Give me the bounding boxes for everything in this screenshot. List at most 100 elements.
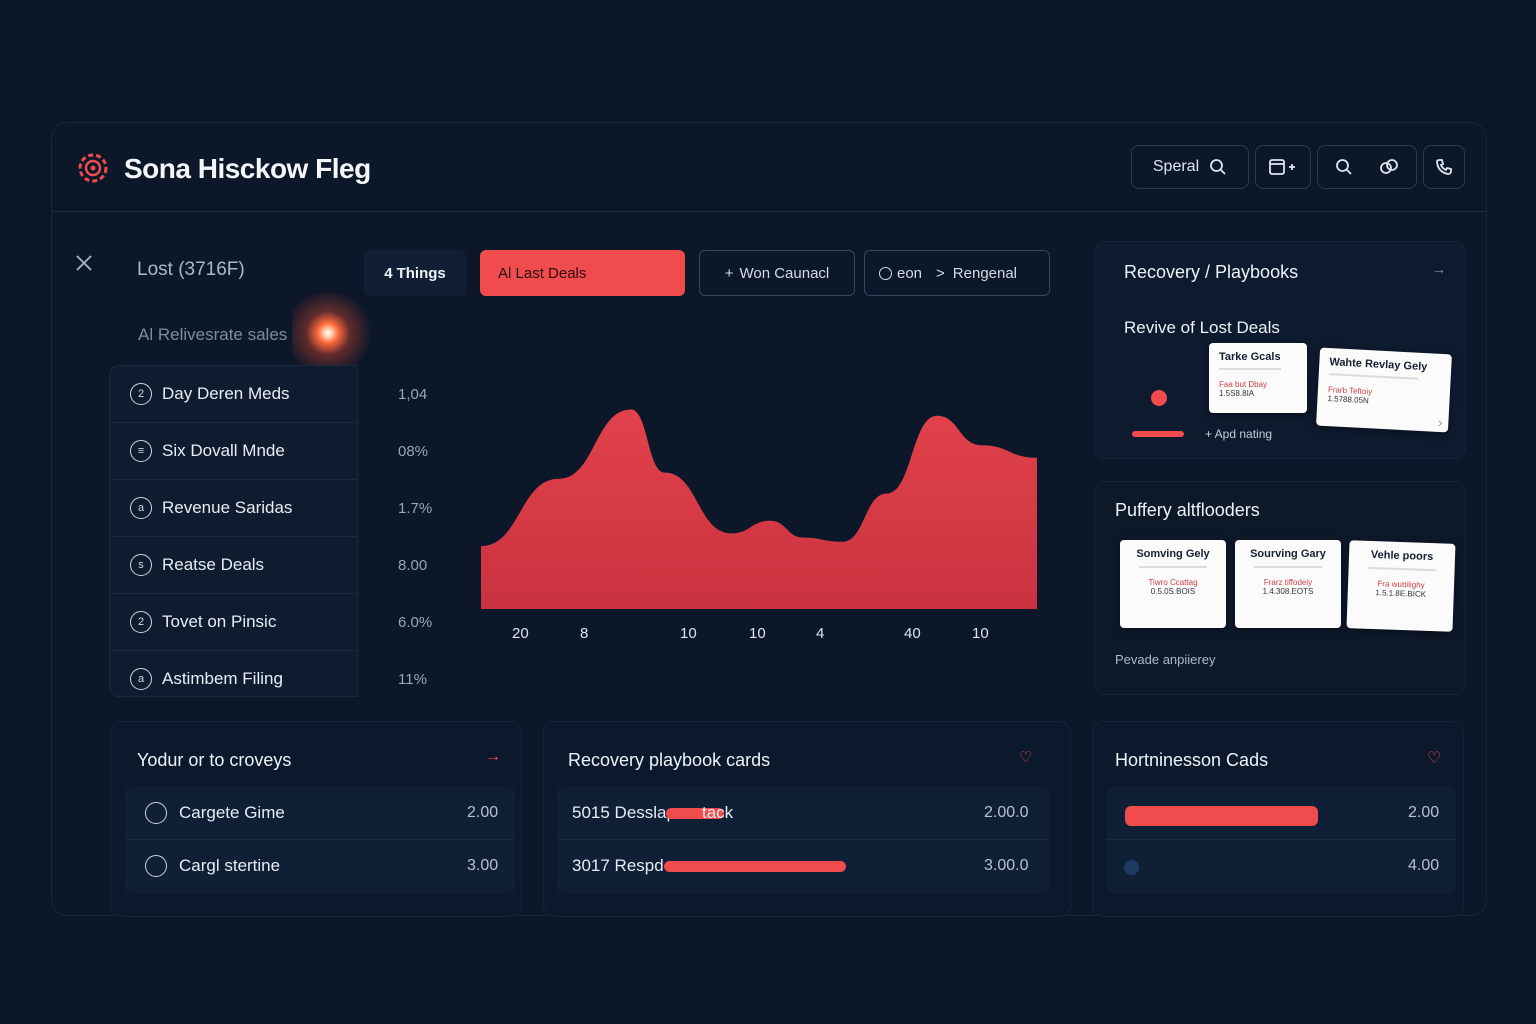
x-tick-label: 8	[580, 625, 589, 642]
list-item-label: Reatse Deals	[162, 555, 265, 574]
metric-icon: 2	[130, 383, 152, 405]
card-title: Tarke Gcals	[1219, 351, 1281, 363]
tab-won[interactable]: + Won Caunacl	[699, 250, 855, 296]
row-bar	[1125, 806, 1319, 826]
card-value: 1.4.308.EOTS	[1262, 587, 1314, 596]
list-item[interactable]: 2 Tovet on Pinsic	[110, 594, 357, 651]
row-suffix: tack	[702, 803, 734, 822]
divider	[1107, 839, 1456, 840]
tab-last-deals-label: Al Last Deals	[498, 264, 587, 282]
lost-heading: Lost (3716F)	[137, 259, 245, 280]
status-dot	[1151, 390, 1167, 406]
list-item[interactable]: s Reatse Deals	[110, 537, 357, 594]
row-value: 3.00.0	[984, 857, 1029, 874]
row-label: Cargl stertine	[179, 856, 281, 875]
metric-value: 08%	[398, 443, 429, 460]
area-chart	[481, 409, 1037, 609]
row-value: 4.00	[1408, 857, 1440, 874]
playbook-card[interactable]: Wahte Revlay Gely Frarb Teftoiy 1.5788.0…	[1316, 347, 1452, 433]
add-rating-link[interactable]: + Apd nating	[1205, 427, 1273, 441]
card1-title: Yodur or to croveys	[137, 750, 292, 770]
user-icon	[145, 855, 167, 877]
area-series	[481, 409, 1037, 609]
x-tick-label: 10	[749, 625, 766, 642]
row-label: 5015 Desslap	[572, 803, 676, 822]
phone-icon	[1436, 159, 1452, 175]
tab-won-label: Won Caunacl	[739, 264, 830, 282]
row-value: 2.00.0	[984, 804, 1029, 821]
arrow-right-icon[interactable]: →	[1432, 261, 1446, 277]
search-button[interactable]: Speral	[1131, 145, 1249, 189]
close-icon[interactable]	[74, 253, 94, 273]
table-row[interactable]: 5015 Desslap	[572, 787, 676, 839]
recovery-subtitle: Revive of Lost Deals	[1124, 318, 1280, 337]
row-value: 2.00	[467, 804, 499, 821]
x-tick-label: 10	[680, 625, 697, 642]
card-sub: Frarz tiffodeiy	[1263, 578, 1313, 587]
x-tick-label: 20	[512, 625, 529, 642]
divider	[557, 839, 1050, 840]
playbook-card[interactable]: Vehle poors Fra wuttilighy 1.5.1.8E.BICK	[1346, 540, 1456, 632]
arrow-right-icon[interactable]: →	[485, 748, 501, 765]
card3-title: Hortninesson Cads	[1115, 750, 1269, 770]
subheading: Al Relivesrate sales	[138, 325, 288, 344]
playbook-card[interactable]: Sourving Gary Frarz tiffodeiy 1.4.308.EOTS	[1235, 540, 1341, 628]
list-item[interactable]: 2 Day Deren Meds	[110, 366, 357, 423]
metric-value: 1,04	[398, 386, 428, 403]
list-item-label: Tovet on Pinsic	[162, 612, 277, 631]
row-label: 3017 Respd	[572, 856, 664, 875]
tab-things-label: Things	[396, 264, 446, 282]
coin-icon	[879, 266, 892, 280]
x-tick-label: 10	[972, 625, 989, 642]
puffery-footer[interactable]: Pevade anpiierey	[1115, 652, 1216, 667]
tab-regional[interactable]: eon > Rengenal	[864, 250, 1050, 296]
app-title: Sona Hisckow Fleg	[124, 153, 371, 184]
tools-button-group[interactable]	[1317, 145, 1417, 189]
list-item-label: Astimbem Filing	[162, 669, 283, 688]
card2-rows-bg	[557, 787, 1050, 893]
search-icon	[1210, 159, 1226, 175]
list-item-label: Day Deren Meds	[162, 384, 290, 403]
card-value: 1.5.1.8E.BICK	[1375, 588, 1427, 599]
tab-things[interactable]: 4 Things	[364, 250, 466, 296]
tab-things-icon: 4	[384, 264, 393, 282]
phone-button[interactable]	[1423, 145, 1465, 189]
chevron-right-icon[interactable]: ›	[1438, 415, 1443, 430]
glow-decoration	[292, 293, 382, 373]
app-header: Sona Hisckow Fleg Speral	[52, 123, 1486, 212]
list-item[interactable]: a Revenue Saridas	[110, 480, 357, 537]
search-label: Speral	[1152, 158, 1200, 175]
playbook-card[interactable]: Somving Gely Tiwro Ccattag 0.5.0S.BOIS	[1120, 540, 1226, 628]
calendar-add-button[interactable]	[1255, 145, 1311, 189]
heart-icon[interactable]: ♡	[1019, 749, 1033, 766]
app-window: Sona Hisckow Fleg Speral Lost (3716F) Al…	[51, 122, 1487, 917]
list-item[interactable]: ≡ Six Dovall Mnde	[110, 423, 357, 480]
card1-rows-bg	[125, 787, 515, 893]
row-value: 3.00	[467, 857, 499, 874]
card2-title: Recovery playbook cards	[568, 750, 771, 770]
logo-icon	[78, 153, 108, 183]
x-tick-label: 4	[816, 625, 825, 642]
playbook-card[interactable]: Tarke Gcals Faa but Dbay 1.5S8.8IA	[1209, 343, 1307, 413]
row-label: Cargete Gime	[179, 803, 285, 822]
table-row[interactable]: 3017 Respd	[572, 840, 664, 892]
heart-icon[interactable]: ♡	[1427, 750, 1442, 767]
tab-won-icon: +	[724, 264, 734, 282]
x-tick-label: 40	[904, 625, 921, 642]
link-icon[interactable]	[1379, 158, 1399, 176]
metric-value: 11%	[398, 671, 427, 688]
metric-icon: 2	[130, 611, 152, 633]
card-sub: Tiwro Ccattag	[1148, 578, 1198, 587]
list-item[interactable]: a Astimbem Filing	[110, 651, 357, 696]
table-row[interactable]: Cargete Gime	[145, 787, 285, 839]
table-row[interactable]: Cargl stertine	[145, 840, 280, 892]
row-value: 2.00	[1408, 804, 1440, 821]
calendar-add-icon	[1269, 159, 1295, 175]
tab-last-deals[interactable]: Al Last Deals	[480, 250, 685, 296]
recovery-title: Recovery / Playbooks	[1124, 262, 1299, 282]
list-item-label: Six Dovall Mnde	[162, 441, 285, 460]
list-item-label: Revenue Saridas	[162, 498, 293, 517]
search-icon[interactable]	[1335, 158, 1353, 176]
card-sub: Faa but Dbay	[1219, 380, 1268, 389]
metric-value: 1.7%	[398, 500, 433, 517]
